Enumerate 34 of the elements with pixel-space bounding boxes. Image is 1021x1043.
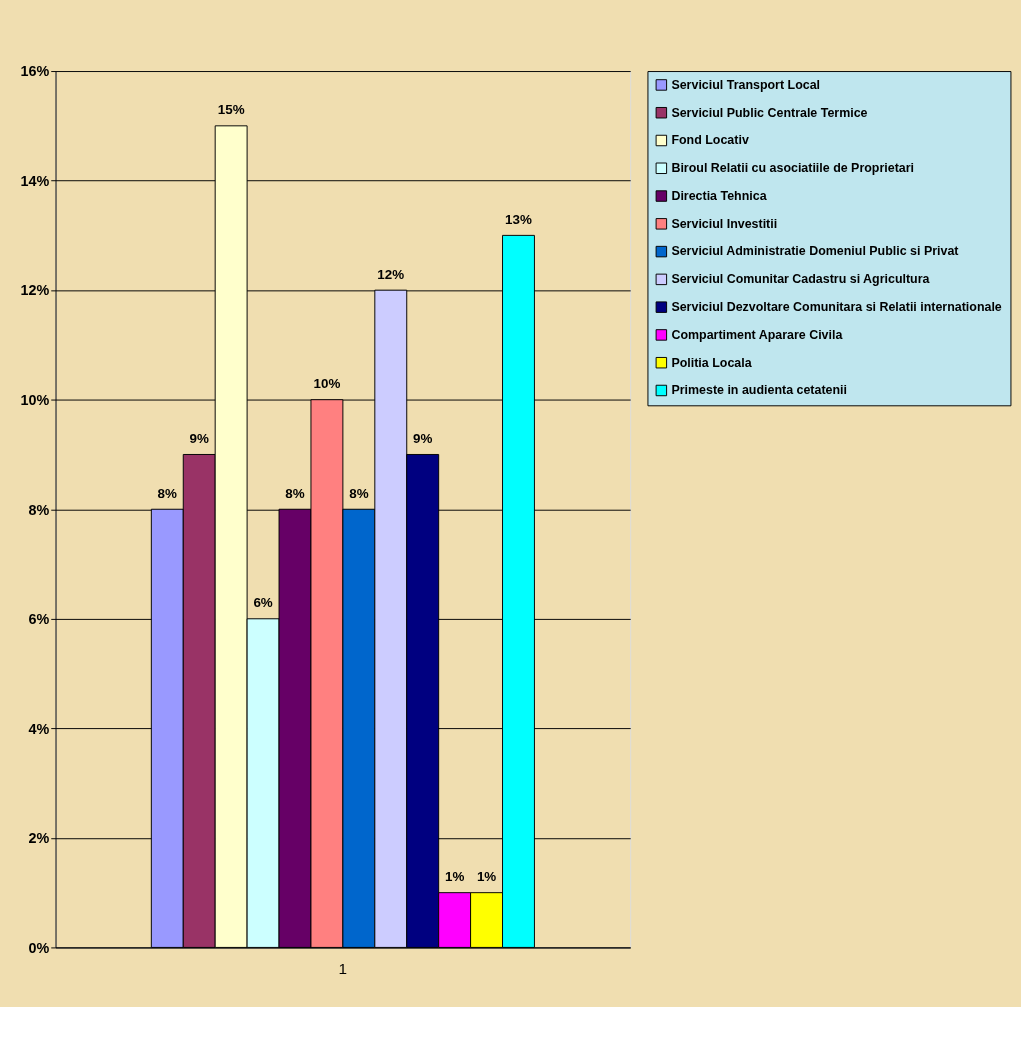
y-tick-label: 10% [20,391,50,408]
data-label: 10% [313,376,341,392]
legend-label: Directia Tehnica [671,188,767,203]
legend-label: Serviciul Investitii [671,216,778,231]
legend-label: Primeste in audienta cetatenii [671,383,847,398]
data-label: 1% [476,869,497,885]
data-label: 9% [189,430,209,446]
legend-label: Serviciul Administratie Domeniul Public si Privat [671,244,959,259]
data-label: 15% [217,102,245,118]
data-label: 8% [157,485,178,501]
data-label: 9% [413,430,433,446]
y-tick-label: 8% [28,501,50,518]
legend-label: Compartiment Aparare Civila [671,327,843,342]
legend-label: Biroul Relatii cu asociatiile de Proprietari [671,161,915,176]
data-label: 1% [444,869,465,885]
y-tick-label: 4% [28,720,50,737]
data-label: 13% [505,211,532,227]
legend-label: Politia Locala [671,355,752,370]
y-tick-label: 14% [20,172,50,189]
data-label: 6% [253,595,273,611]
legend-label: Serviciul Public Centrale Termice [671,105,868,120]
data-label: 12% [377,266,405,282]
x-tick-label: 1 [338,959,348,977]
legend-label: Serviciul Transport Local [671,77,821,92]
y-tick-label: 6% [28,611,50,628]
y-tick-label: 12% [20,282,50,299]
y-tick-label: 0% [28,939,50,956]
y-tick-label: 2% [28,830,50,847]
legend-label: Serviciul Dezvoltare Comunitara si Relatii internationale [671,299,1002,314]
data-label: 8% [349,485,369,501]
legend-label: Fond Locativ [671,133,749,148]
legend-label: Serviciul Comunitar Cadastru si Agricultura [671,272,930,287]
y-tick-label: 16% [20,63,50,80]
data-label: 8% [285,485,305,501]
